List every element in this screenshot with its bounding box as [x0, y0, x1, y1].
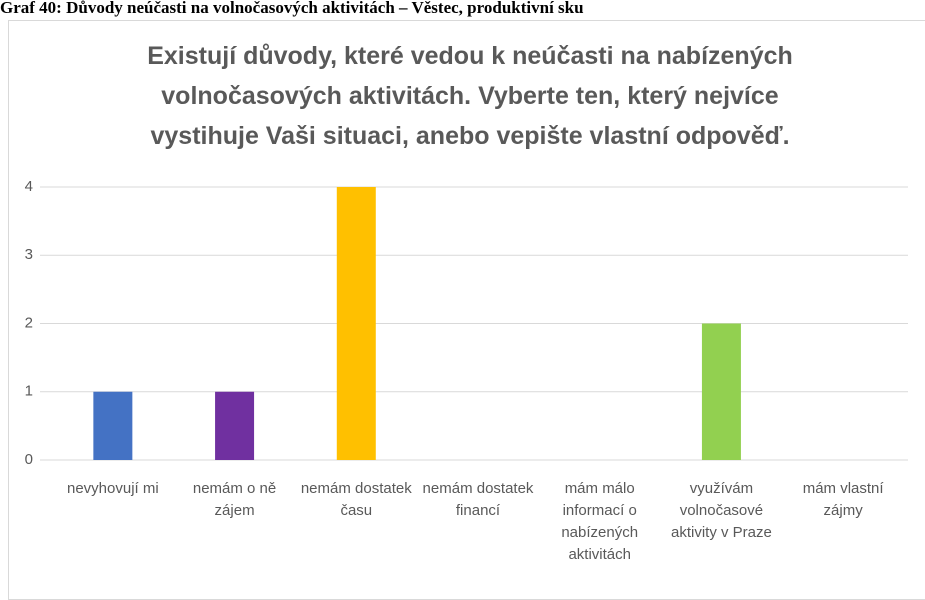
x-tick-label: mám vlastní zájmy [802, 480, 884, 519]
bar [215, 391, 255, 460]
y-tick-label: 2 [25, 314, 33, 331]
bar [93, 391, 133, 460]
x-tick-label: nemám o ně zájem [192, 480, 277, 519]
y-tick-label: 4 [25, 178, 33, 195]
y-tick-label: 1 [25, 383, 33, 400]
bar [701, 323, 741, 460]
caption: Graf 40: Důvody neúčasti na volnočasovýc… [0, 0, 584, 17]
y-tick-label: 3 [25, 246, 33, 263]
y-tick-label: 0 [25, 451, 33, 468]
x-tick-label: nevyhovují mi [66, 480, 159, 497]
x-tick-label: nemám dostatek financí [422, 480, 534, 519]
x-tick-label: nemám dostatek času [300, 480, 412, 519]
chart-title: Existují důvody, které vedou k neúčasti … [147, 42, 793, 150]
x-tick-label: mám málo informací o nabízených aktivitá… [561, 480, 639, 563]
bar [336, 187, 376, 460]
x-tick-label: využívám volnočasové aktivity v Praze [670, 480, 772, 541]
